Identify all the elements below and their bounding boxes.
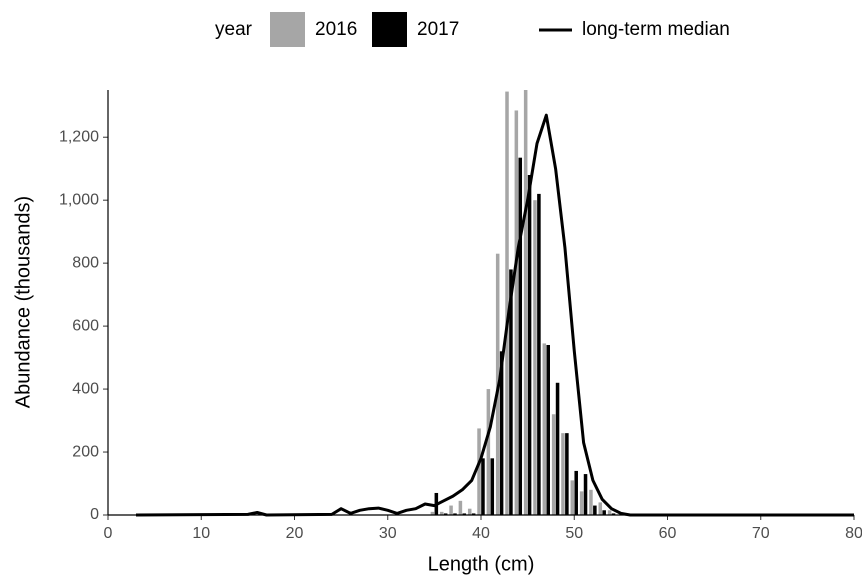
y-tick-label: 1,200	[59, 128, 99, 145]
bar	[555, 382, 560, 515]
bar	[537, 193, 541, 515]
x-tick-label: 0	[104, 525, 113, 542]
x-tick-label: 30	[379, 525, 397, 542]
bar	[499, 351, 504, 515]
bar	[574, 470, 578, 515]
legend-swatch	[372, 12, 407, 47]
y-tick-label: 200	[72, 443, 99, 460]
bar	[523, 90, 528, 515]
bar	[583, 474, 588, 515]
bar	[533, 200, 537, 515]
bar	[542, 343, 547, 515]
y-tick-label: 600	[72, 317, 99, 334]
bar	[458, 500, 463, 515]
y-tick-label: 1,000	[59, 191, 99, 208]
bar	[471, 513, 476, 515]
bar	[602, 510, 606, 515]
bar	[467, 508, 472, 515]
legend-label: 2016	[315, 19, 357, 40]
bar	[509, 269, 513, 515]
x-axis-title: Length (cm)	[428, 553, 535, 575]
bar	[546, 345, 550, 515]
median-line	[135, 113, 854, 517]
bar	[565, 433, 569, 515]
y-axis-title: Abundance (thousands)	[12, 196, 34, 408]
bar	[551, 414, 556, 515]
bar	[490, 458, 495, 515]
bar	[481, 458, 485, 515]
bar	[611, 513, 616, 515]
legend-swatch	[270, 12, 305, 47]
bar	[443, 513, 448, 515]
bar	[598, 502, 603, 515]
bar	[593, 505, 597, 515]
x-tick-label: 20	[286, 525, 304, 542]
bar	[527, 175, 532, 515]
bar	[430, 511, 435, 515]
legend-label: long-term median	[582, 19, 730, 40]
bar	[477, 428, 481, 515]
bar	[561, 433, 565, 515]
x-tick-label: 70	[752, 525, 770, 542]
bar	[439, 511, 444, 515]
bar	[589, 489, 593, 515]
legend-title: year	[215, 19, 253, 40]
x-tick-label: 10	[192, 525, 210, 542]
bar	[505, 91, 509, 516]
x-tick-label: 80	[845, 525, 862, 542]
bar	[514, 110, 519, 516]
x-tick-label: 40	[472, 525, 490, 542]
bar	[449, 505, 453, 515]
bar	[486, 389, 491, 515]
bar	[462, 513, 467, 515]
bar	[579, 491, 584, 515]
y-tick-label: 800	[72, 254, 99, 271]
bar	[453, 513, 457, 515]
legend-label: 2017	[417, 19, 459, 40]
bar	[607, 510, 612, 515]
x-tick-label: 60	[659, 525, 677, 542]
y-tick-label: 0	[90, 506, 99, 523]
y-tick-label: 400	[72, 380, 99, 397]
bar	[570, 480, 575, 515]
x-tick-label: 50	[565, 525, 583, 542]
bar	[518, 157, 523, 515]
